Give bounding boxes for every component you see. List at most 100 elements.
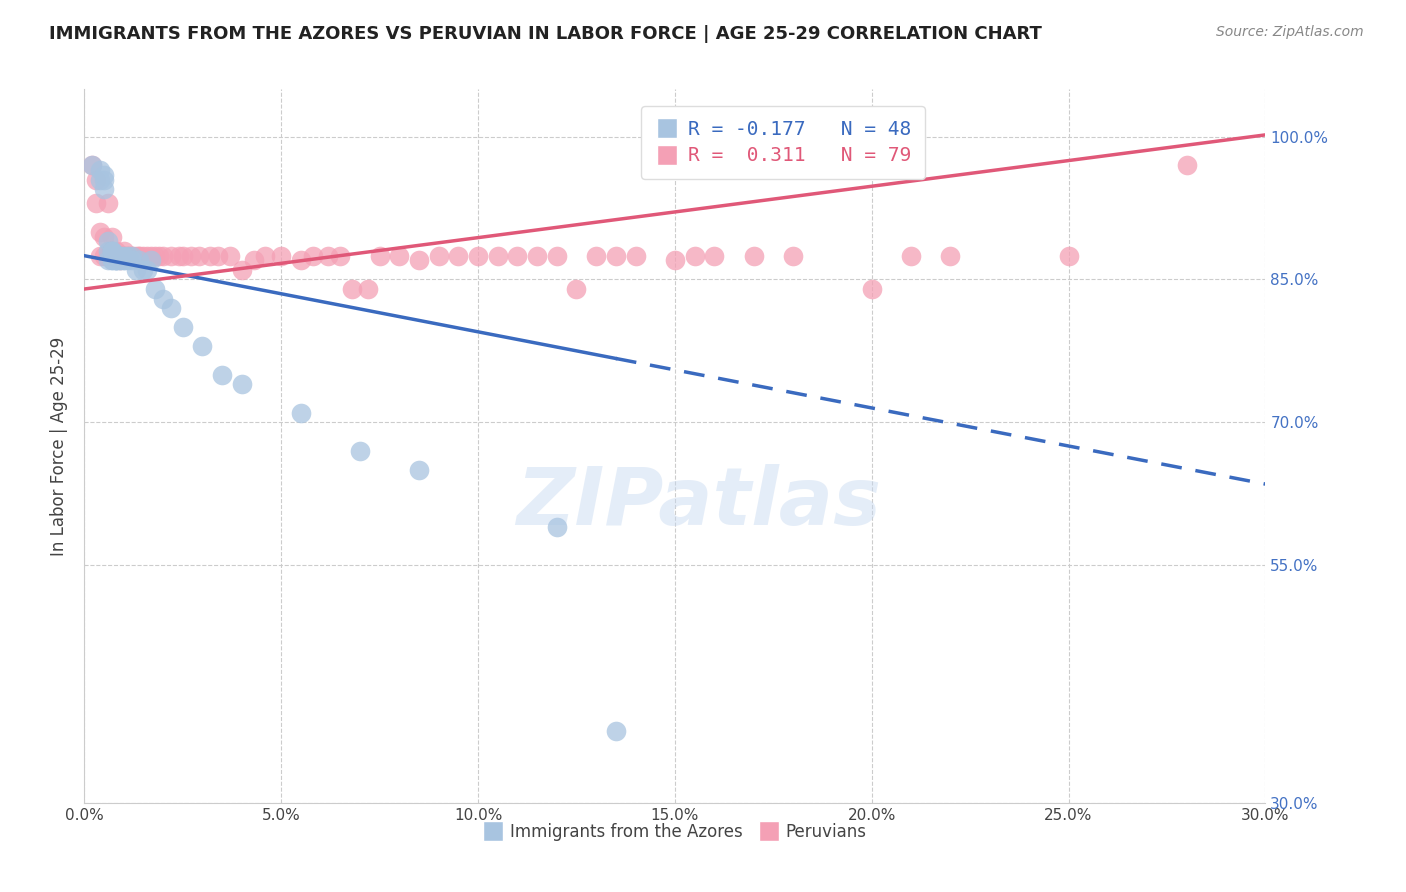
- Point: [108, 249, 131, 263]
- Point: [121, 249, 143, 263]
- Point: [82, 158, 104, 172]
- Point: [368, 249, 391, 263]
- Point: [117, 249, 139, 263]
- Point: [128, 249, 150, 263]
- Y-axis label: In Labor Force | Age 25-29: In Labor Force | Age 25-29: [49, 336, 67, 556]
- Point: [104, 253, 127, 268]
- Point: [585, 249, 607, 263]
- Point: [108, 253, 131, 268]
- Point: [104, 249, 127, 263]
- Point: [180, 249, 202, 263]
- Point: [624, 249, 647, 263]
- Point: [108, 253, 131, 268]
- Point: [128, 253, 150, 268]
- Point: [108, 253, 131, 268]
- Point: [104, 249, 127, 263]
- Point: [605, 724, 627, 739]
- Point: [290, 406, 312, 420]
- Point: [117, 249, 139, 263]
- Point: [683, 249, 706, 263]
- Legend: Immigrants from the Azores, Peruvians: Immigrants from the Azores, Peruvians: [477, 817, 873, 848]
- Point: [112, 249, 135, 263]
- Point: [254, 249, 277, 263]
- Point: [112, 253, 135, 268]
- Point: [290, 253, 312, 268]
- Point: [219, 249, 242, 263]
- Point: [900, 249, 922, 263]
- Point: [112, 253, 135, 268]
- Point: [408, 253, 430, 268]
- Point: [121, 253, 143, 268]
- Point: [97, 249, 120, 263]
- Point: [108, 249, 131, 263]
- Point: [121, 249, 143, 263]
- Point: [427, 249, 450, 263]
- Point: [1057, 249, 1080, 263]
- Point: [101, 244, 124, 258]
- Point: [84, 172, 107, 186]
- Point: [101, 249, 124, 263]
- Point: [349, 443, 371, 458]
- Point: [231, 263, 253, 277]
- Point: [664, 253, 686, 268]
- Point: [117, 249, 139, 263]
- Point: [89, 172, 111, 186]
- Point: [388, 249, 411, 263]
- Point: [97, 249, 120, 263]
- Text: ZIPatlas: ZIPatlas: [516, 464, 882, 542]
- Point: [242, 253, 264, 268]
- Text: IMMIGRANTS FROM THE AZORES VS PERUVIAN IN LABOR FORCE | AGE 25-29 CORRELATION CH: IMMIGRANTS FROM THE AZORES VS PERUVIAN I…: [49, 25, 1042, 43]
- Point: [141, 249, 163, 263]
- Text: Source: ZipAtlas.com: Source: ZipAtlas.com: [1216, 25, 1364, 39]
- Point: [124, 263, 146, 277]
- Point: [546, 520, 568, 534]
- Point: [136, 263, 159, 277]
- Point: [108, 249, 131, 263]
- Point: [101, 249, 124, 263]
- Point: [97, 235, 120, 249]
- Point: [340, 282, 363, 296]
- Point: [939, 249, 962, 263]
- Point: [136, 249, 159, 263]
- Point: [101, 253, 124, 268]
- Point: [1175, 158, 1198, 172]
- Point: [101, 249, 124, 263]
- Point: [605, 249, 627, 263]
- Point: [132, 263, 155, 277]
- Point: [93, 172, 115, 186]
- Point: [152, 292, 174, 306]
- Point: [132, 249, 155, 263]
- Point: [148, 249, 170, 263]
- Point: [152, 249, 174, 263]
- Point: [124, 249, 146, 263]
- Point: [526, 249, 548, 263]
- Point: [112, 249, 135, 263]
- Point: [104, 253, 127, 268]
- Point: [89, 249, 111, 263]
- Point: [160, 249, 183, 263]
- Point: [447, 249, 470, 263]
- Point: [112, 249, 135, 263]
- Point: [782, 249, 804, 263]
- Point: [160, 301, 183, 315]
- Point: [97, 196, 120, 211]
- Point: [141, 253, 163, 268]
- Point: [860, 282, 883, 296]
- Point: [104, 253, 127, 268]
- Point: [486, 249, 509, 263]
- Point: [187, 249, 209, 263]
- Point: [211, 368, 233, 382]
- Point: [112, 249, 135, 263]
- Point: [93, 182, 115, 196]
- Point: [143, 282, 166, 296]
- Point: [101, 253, 124, 268]
- Point: [84, 196, 107, 211]
- Point: [89, 225, 111, 239]
- Point: [104, 244, 127, 258]
- Point: [112, 244, 135, 258]
- Point: [93, 168, 115, 182]
- Point: [301, 249, 323, 263]
- Point: [207, 249, 229, 263]
- Point: [93, 229, 115, 244]
- Point: [108, 249, 131, 263]
